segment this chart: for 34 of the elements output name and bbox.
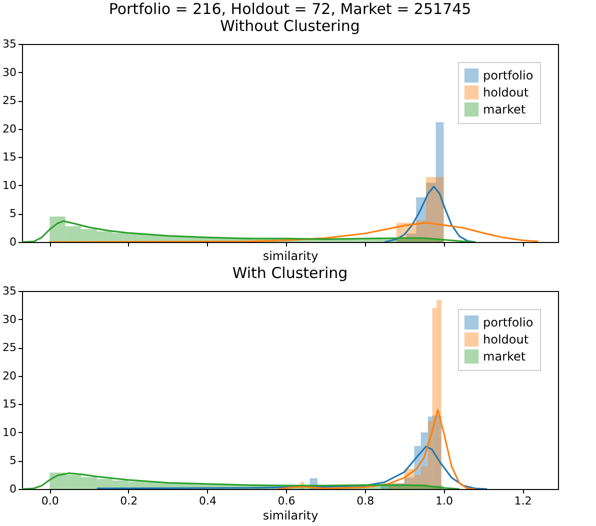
x-tick-label: 0.4 xyxy=(198,494,216,508)
x-tick-label: 0.0 xyxy=(41,494,59,508)
y-tick-label: 35 xyxy=(2,38,16,50)
x-tick-label: 0.8 xyxy=(356,494,374,508)
y-tick-label: 0 xyxy=(10,236,16,248)
y-tick-label: 0 xyxy=(10,482,16,496)
x-tick-label: 1.0 xyxy=(435,494,453,508)
legend-label: portfolio xyxy=(483,316,534,330)
y-tick-label: 35 xyxy=(2,284,16,298)
chart-title: Portfolio = 216, Holdout = 72, Market = 251745 xyxy=(108,0,472,18)
y-tick-label: 5 xyxy=(10,207,16,220)
y-tick-label: 20 xyxy=(2,122,16,136)
y-tick-label: 10 xyxy=(2,426,16,439)
legend-label: holdout xyxy=(483,332,529,346)
legend-label: market xyxy=(483,102,526,116)
chart-subtitle: Without Clustering xyxy=(220,17,360,35)
y-tick-label: 30 xyxy=(2,312,16,326)
y-tick-label: 15 xyxy=(2,398,16,411)
y-tick-label: 30 xyxy=(2,66,16,79)
x-tick-label: 0.6 xyxy=(278,494,296,508)
x-axis-title: similarity xyxy=(262,249,318,263)
y-tick-label: 25 xyxy=(2,341,16,354)
x-axis-title: similarity xyxy=(262,508,318,522)
legend-label: market xyxy=(483,350,526,364)
legend-label: holdout xyxy=(483,86,529,100)
y-tick-label: 15 xyxy=(2,150,16,164)
chart-title: With Clustering xyxy=(232,264,348,282)
y-tick-label: 25 xyxy=(2,94,16,108)
x-tick-label: 0.2 xyxy=(120,494,138,508)
y-tick-label: 5 xyxy=(10,454,16,468)
x-tick-label: 1.2 xyxy=(514,494,532,508)
y-tick-label: 20 xyxy=(2,369,16,382)
y-tick-label: 10 xyxy=(2,178,16,192)
legend-label: portfolio xyxy=(483,68,534,82)
